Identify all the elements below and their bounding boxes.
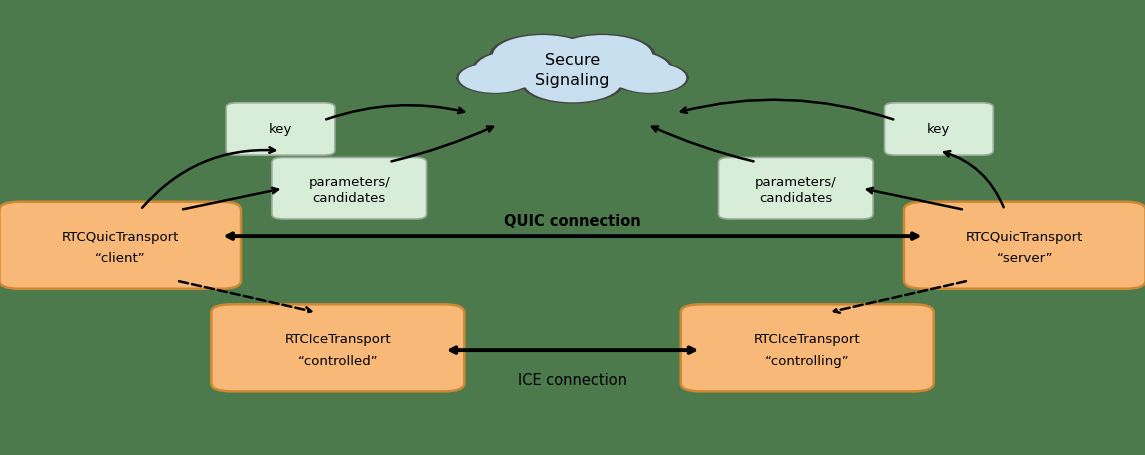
FancyBboxPatch shape bbox=[719, 158, 874, 220]
Circle shape bbox=[513, 45, 632, 92]
Text: “client”: “client” bbox=[95, 252, 145, 265]
Text: “controlled”: “controlled” bbox=[298, 354, 378, 367]
Text: parameters/: parameters/ bbox=[755, 176, 837, 189]
Circle shape bbox=[490, 35, 595, 77]
Circle shape bbox=[577, 51, 672, 89]
Circle shape bbox=[476, 52, 566, 88]
Text: RTCQuicTransport: RTCQuicTransport bbox=[62, 230, 179, 243]
Text: “controlling”: “controlling” bbox=[765, 354, 850, 367]
FancyBboxPatch shape bbox=[884, 104, 993, 156]
FancyBboxPatch shape bbox=[226, 104, 334, 156]
FancyBboxPatch shape bbox=[680, 305, 933, 391]
Circle shape bbox=[614, 65, 686, 93]
FancyBboxPatch shape bbox=[905, 202, 1145, 289]
Circle shape bbox=[473, 51, 568, 89]
Text: candidates: candidates bbox=[759, 192, 832, 205]
Text: QUIC connection: QUIC connection bbox=[504, 213, 641, 228]
Circle shape bbox=[550, 35, 655, 77]
Circle shape bbox=[524, 65, 621, 102]
Circle shape bbox=[457, 64, 534, 94]
Text: RTCQuicTransport: RTCQuicTransport bbox=[966, 230, 1083, 243]
Text: key: key bbox=[269, 123, 292, 136]
Circle shape bbox=[611, 64, 688, 94]
Circle shape bbox=[493, 37, 592, 76]
Circle shape bbox=[459, 65, 531, 93]
Circle shape bbox=[508, 43, 637, 93]
Circle shape bbox=[553, 37, 652, 76]
Text: key: key bbox=[927, 123, 950, 136]
Text: RTCIceTransport: RTCIceTransport bbox=[753, 333, 861, 345]
Circle shape bbox=[521, 63, 624, 104]
Text: candidates: candidates bbox=[313, 192, 386, 205]
Text: “server”: “server” bbox=[996, 252, 1053, 265]
Circle shape bbox=[581, 52, 669, 88]
Text: ICE connection: ICE connection bbox=[518, 373, 627, 387]
FancyBboxPatch shape bbox=[0, 202, 240, 289]
Text: parameters/: parameters/ bbox=[308, 176, 390, 189]
FancyBboxPatch shape bbox=[211, 305, 465, 391]
Text: RTCIceTransport: RTCIceTransport bbox=[284, 333, 392, 345]
FancyBboxPatch shape bbox=[273, 158, 426, 220]
Text: Secure
Signaling: Secure Signaling bbox=[535, 53, 610, 88]
